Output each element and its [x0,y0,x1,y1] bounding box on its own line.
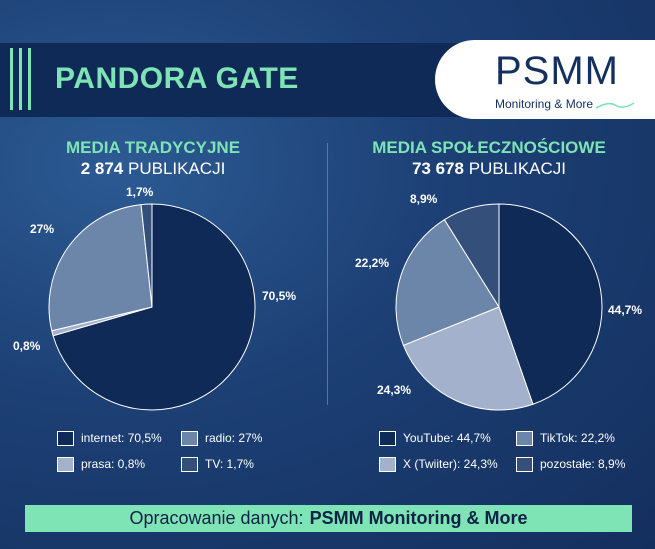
legend-item-x-twitter: X (Twiiter): 24,3% [379,455,498,473]
left-panel-count: 2 874 PUBLIKACJI [3,159,303,179]
pie-label-radio: 27% [30,222,55,236]
legend-swatch [516,456,533,472]
legend-item-tiktok: TikTok: 22,2% [516,429,615,447]
legend-swatch [379,430,396,446]
pie-label-youtube: 44,7% [608,303,643,317]
psmm-logo: PSMM Monitoring & More [435,40,655,119]
legend-label: radio: 27% [205,431,263,445]
legend-item-youtube: YouTube: 44,7% [379,429,491,447]
pie-label-tv: 1,7% [126,185,154,199]
decor-stripe [19,48,22,110]
legend-item-pozostale: pozostałe: 8,9% [516,455,625,473]
footer-brand: PSMM Monitoring & More [309,508,528,528]
right-panel-count: 73 678 PUBLIKACJI [339,159,639,179]
legend-swatch [181,456,198,472]
pie-slice-youtube [498,203,603,405]
legend-label: X (Twiiter): 24,3% [403,457,498,471]
legend-label: pozostałe: 8,9% [540,457,626,471]
legend-swatch [516,430,533,446]
legend-item-tv: TV: 1,7% [181,455,254,473]
logo-wordmark: PSMM [495,49,619,93]
pie-slice-radio [48,204,153,332]
legend-label: TV: 1,7% [205,457,254,471]
legend-swatch [379,456,396,472]
footer-prefix: Opracowanie danych: [129,508,304,528]
footer-banner: Opracowanie danych: PSMM Monitoring & Mo… [25,505,632,532]
right-panel-title: MEDIA SPOŁECZNOŚCIOWE [372,138,606,157]
legend-label: internet: 70,5% [81,431,162,445]
pie-label-pozostale: 8,9% [410,192,438,206]
right-count-value: 73 678 [411,159,464,178]
decor-stripe [10,48,13,110]
pie-label-prasa: 0,8% [13,339,41,353]
legend-label: YouTube: 44,7% [403,431,491,445]
panel-divider [327,143,328,405]
legend-item-internet: internet: 70,5% [57,429,162,447]
logo-tagline: Monitoring & More [495,97,594,111]
traditional-media-pie-chart [48,203,256,411]
pie-slice-tiktok [395,218,500,346]
right-count-unit: PUBLIKACJI [468,159,567,178]
pie-slice-internet [52,203,256,411]
page-title: PANDORA GATE [55,62,299,95]
social-media-pie-chart [395,203,603,411]
left-panel-title: MEDIA TRADYCYJNE [65,138,241,157]
pie-label-x-twitter: 24,3% [377,383,412,397]
legend-swatch [57,456,74,472]
legend-swatch [181,430,198,446]
left-count-unit: PUBLIKACJI [127,159,226,178]
logo-swoosh-icon [595,102,635,109]
left-count-value: 2 874 [80,159,124,178]
legend-item-prasa: prasa: 0,8% [57,455,145,473]
pie-label-tiktok: 22,2% [355,256,390,270]
decor-stripe [28,48,31,110]
pie-slice-pozosta-e [443,203,500,309]
pie-slice-tv [140,203,153,308]
pie-label-internet: 70,5% [262,289,297,303]
legend-item-radio: radio: 27% [181,429,262,447]
legend-swatch [57,430,74,446]
legend-label: prasa: 0,8% [81,457,146,471]
legend-label: TikTok: 22,2% [540,431,615,445]
